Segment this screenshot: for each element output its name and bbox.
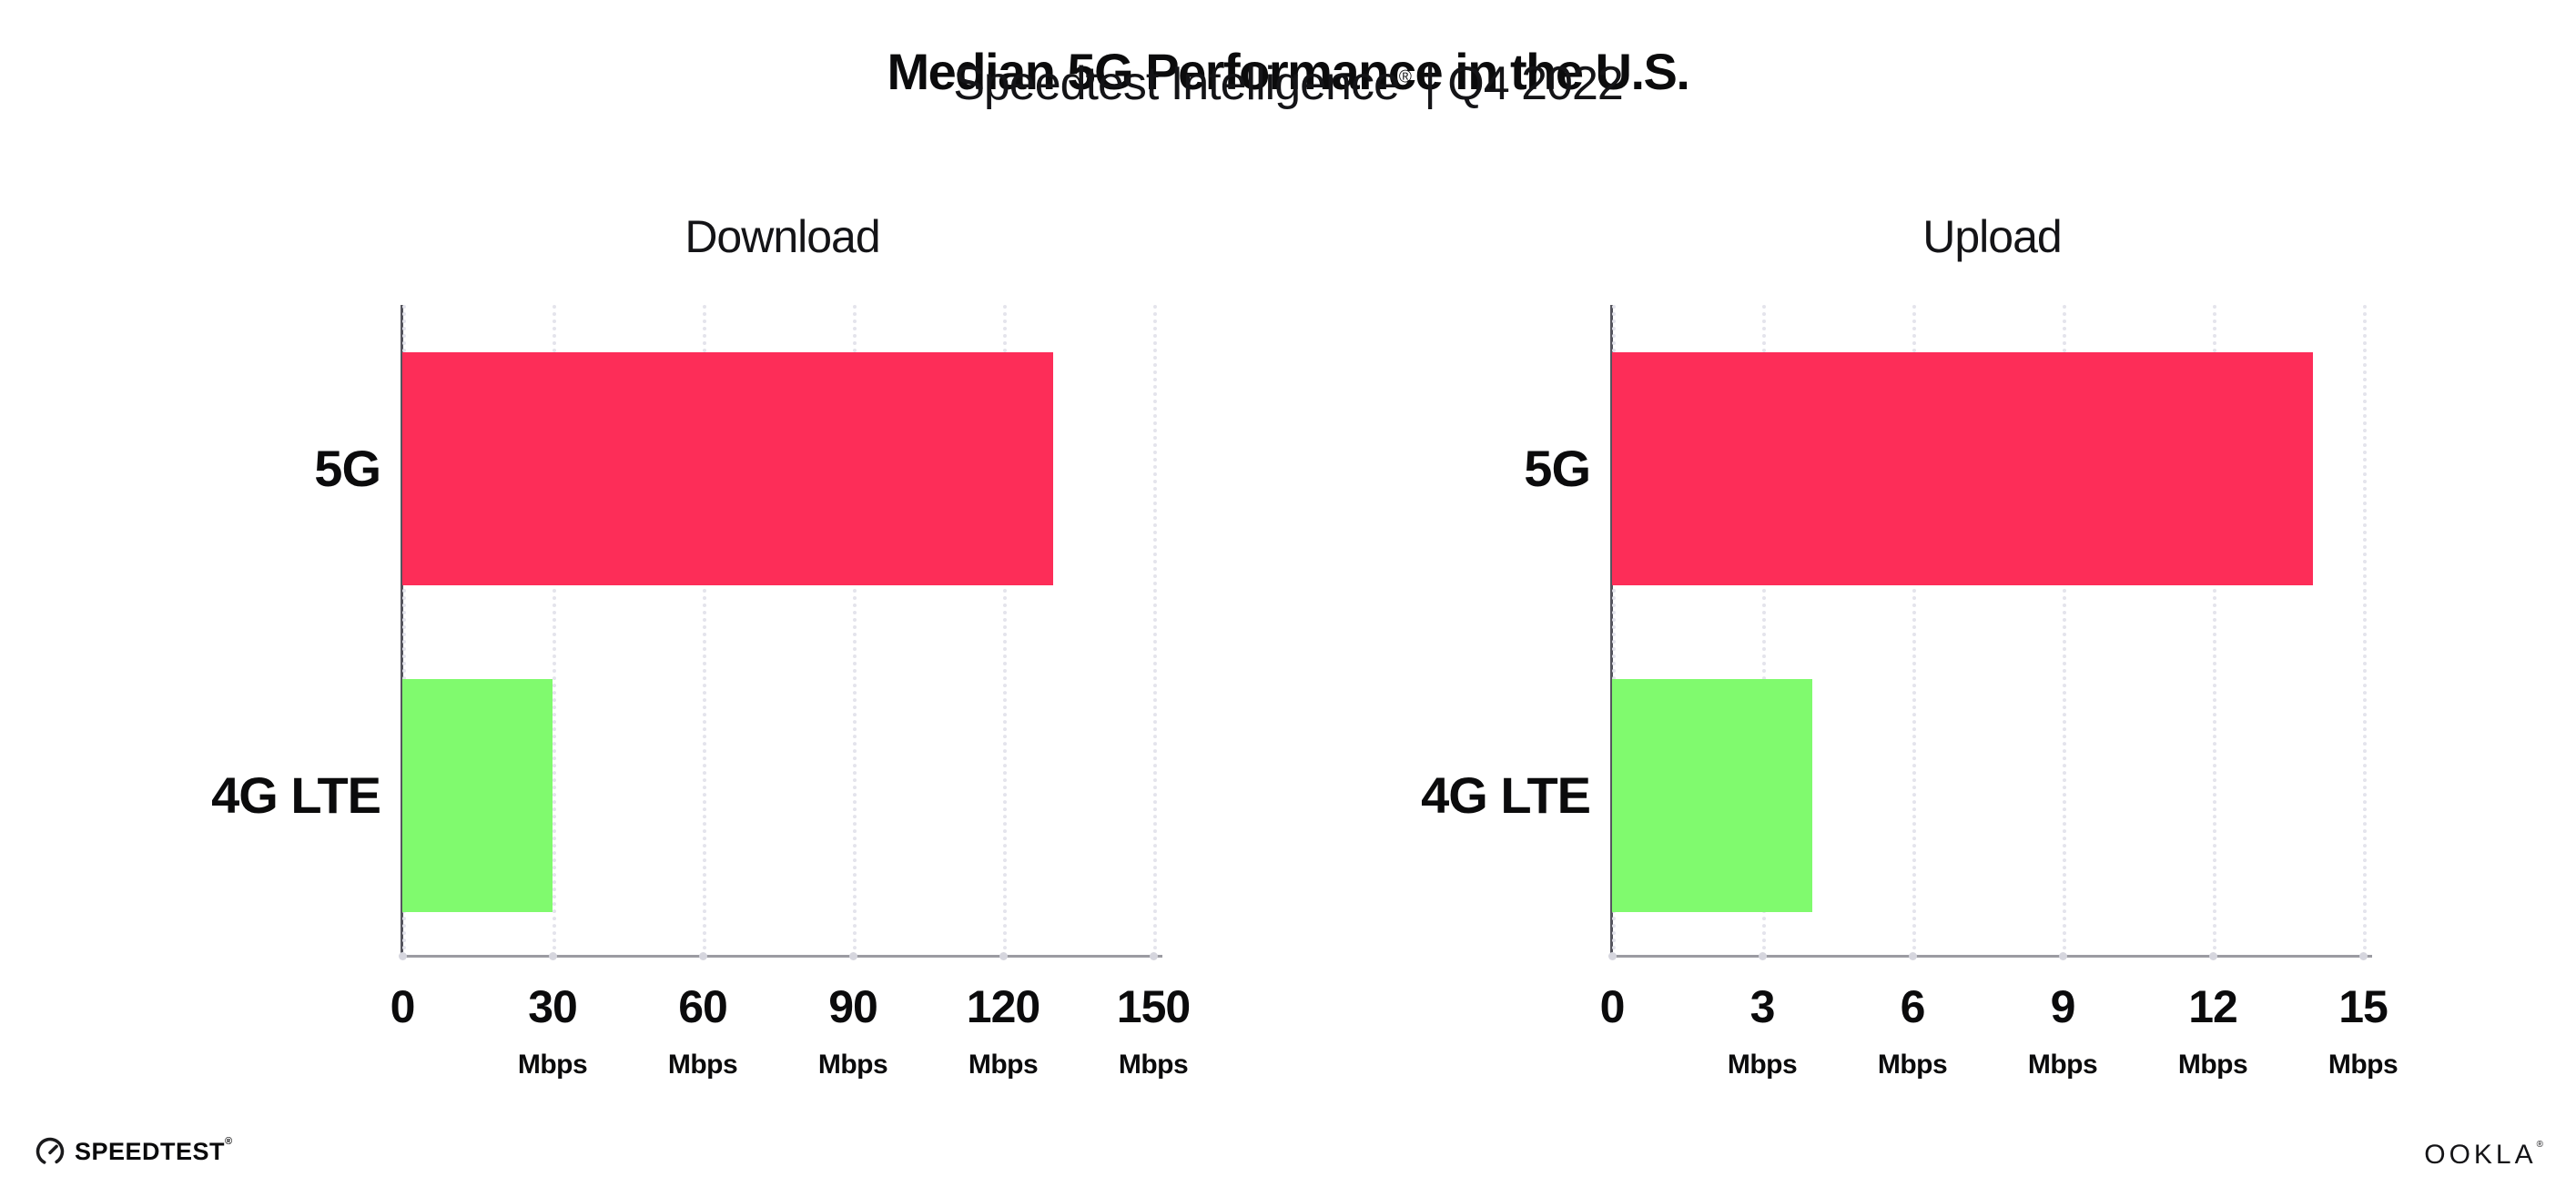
gridline-150-mbps	[1153, 305, 1157, 958]
gridline-0-mbps	[1612, 305, 1616, 958]
axis-tick-dot	[699, 952, 707, 960]
x-tick-label-15: 15	[2338, 981, 2388, 1032]
gridline-0-mbps	[402, 305, 406, 958]
download-row-label-5g: 5G	[314, 440, 381, 497]
gridline-30-mbps	[553, 305, 556, 958]
download-y-axis-line	[401, 305, 403, 958]
upload-y-axis-line	[1610, 305, 1613, 958]
download-bar-5g	[402, 352, 1053, 585]
axis-tick-dot	[1759, 952, 1767, 960]
registered-mark: ®	[1398, 67, 1412, 87]
gridline-90-mbps	[853, 305, 857, 958]
axis-tick-dot	[849, 952, 857, 960]
axis-tick-dot	[999, 952, 1008, 960]
page-title: Median 5G Performance in the U.S.	[887, 42, 1690, 100]
x-tick-unit-label: Mbps	[1118, 1050, 1189, 1080]
x-tick-unit-label: Mbps	[1727, 1050, 1798, 1080]
x-tick-label-6: 6	[1900, 981, 1926, 1032]
speedtest-gauge-icon	[35, 1136, 66, 1167]
speedtest-registered-mark: ®	[225, 1135, 233, 1147]
download-chart-heading: Download	[685, 211, 880, 262]
x-tick-label-0: 0	[1599, 981, 1626, 1032]
download-row-label-4g-lte: 4G LTE	[211, 766, 381, 824]
axis-tick-dot	[1150, 952, 1158, 960]
ookla-registered-mark: ®	[2536, 1140, 2543, 1150]
x-tick-unit-label: Mbps	[1877, 1050, 1948, 1080]
subtitle-period: | Q4 2022	[1411, 57, 1623, 110]
gridline-6-mbps	[1912, 305, 1916, 958]
gridline-3-mbps	[1762, 305, 1766, 958]
x-tick-label-120: 120	[966, 981, 1040, 1032]
upload-bar-5g	[1612, 352, 2313, 585]
x-tick-unit-label: Mbps	[817, 1050, 888, 1080]
x-tick-label-9: 9	[2050, 981, 2076, 1032]
axis-tick-dot	[2359, 952, 2368, 960]
page-subtitle: Speedtest Intelligence® | Q4 2022	[0, 56, 2576, 111]
speedtest-wordmark-text: SPEEDTEST	[75, 1137, 226, 1165]
x-tick-unit-label: Mbps	[2328, 1050, 2399, 1080]
x-tick-unit-label: Mbps	[517, 1050, 588, 1080]
x-tick-label-90: 90	[828, 981, 878, 1032]
gridline-9-mbps	[2063, 305, 2066, 958]
upload-row-label-5g: 5G	[1524, 440, 1591, 497]
gridline-12-mbps	[2213, 305, 2216, 958]
upload-x-axis-line	[1612, 955, 2372, 958]
gridline-15-mbps	[2363, 305, 2367, 958]
ookla-logo: OOKLA®	[2424, 1140, 2543, 1171]
axis-tick-dot	[399, 952, 407, 960]
x-tick-label-3: 3	[1749, 981, 1776, 1032]
x-tick-unit-label: Mbps	[667, 1050, 738, 1080]
download-bar-4g-lte	[402, 679, 553, 912]
x-tick-label-30: 30	[528, 981, 578, 1032]
speedtest-wordmark: SPEEDTEST®	[75, 1135, 233, 1166]
gridline-120-mbps	[1003, 305, 1007, 958]
x-tick-label-150: 150	[1116, 981, 1191, 1032]
x-tick-label-12: 12	[2188, 981, 2238, 1032]
upload-chart-heading: Upload	[1922, 211, 2062, 262]
gridline-60-mbps	[703, 305, 706, 958]
x-tick-unit-label: Mbps	[968, 1050, 1039, 1080]
x-tick-label-0: 0	[390, 981, 416, 1032]
x-tick-unit-label: Mbps	[2027, 1050, 2098, 1080]
axis-tick-dot	[1608, 952, 1617, 960]
x-tick-label-60: 60	[678, 981, 728, 1032]
download-chart: Download 0 30 Mbps 60 Mbps 90 Mbps 120 Mbps 150 Mb…	[211, 211, 1191, 1080]
axis-tick-dot	[2059, 952, 2067, 960]
upload-bar-4g-lte	[1612, 679, 1812, 912]
speedtest-logo: SPEEDTEST®	[35, 1136, 233, 1167]
axis-tick-dot	[1909, 952, 1917, 960]
axis-tick-dot	[549, 952, 557, 960]
upload-row-label-4g-lte: 4G LTE	[1421, 766, 1591, 824]
axis-tick-dot	[2209, 952, 2217, 960]
x-tick-unit-label: Mbps	[2177, 1050, 2248, 1080]
upload-chart: Upload 0 3 Mbps 6 Mbps 9 Mbps 12 Mbps 15 Mbps 5G 4G …	[1421, 211, 2399, 1080]
subtitle-brand: Speedtest Intelligence	[953, 57, 1400, 110]
ookla-wordmark-text: OOKLA	[2424, 1140, 2537, 1170]
download-x-axis-line	[402, 955, 1162, 958]
